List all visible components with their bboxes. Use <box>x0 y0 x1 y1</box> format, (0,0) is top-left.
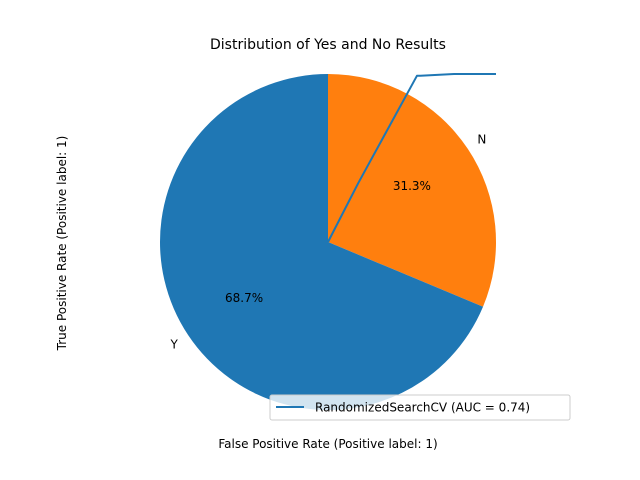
slice-percent-n: 31.3% <box>393 179 431 193</box>
slice-label-n: N <box>477 133 486 147</box>
slice-label-y: Y <box>170 337 179 351</box>
legend-box <box>269 394 571 421</box>
legend-label: RandomizedSearchCV (AUC = 0.74) <box>315 401 530 415</box>
pie-slice-y <box>160 74 484 410</box>
legend: RandomizedSearchCV (AUC = 0.74) <box>269 394 571 421</box>
pie-chart: N 31.3% Y 68.7% <box>160 74 496 410</box>
pie-slice-n <box>328 74 496 307</box>
x-axis-label: False Positive Rate (Positive label: 1) <box>218 437 437 451</box>
y-axis-label: True Positive Rate (Positive label: 1) <box>55 136 69 352</box>
chart-title: Distribution of Yes and No Results <box>210 37 446 53</box>
roc-curve-line <box>327 73 496 243</box>
slice-percent-y: 68.7% <box>225 291 263 305</box>
